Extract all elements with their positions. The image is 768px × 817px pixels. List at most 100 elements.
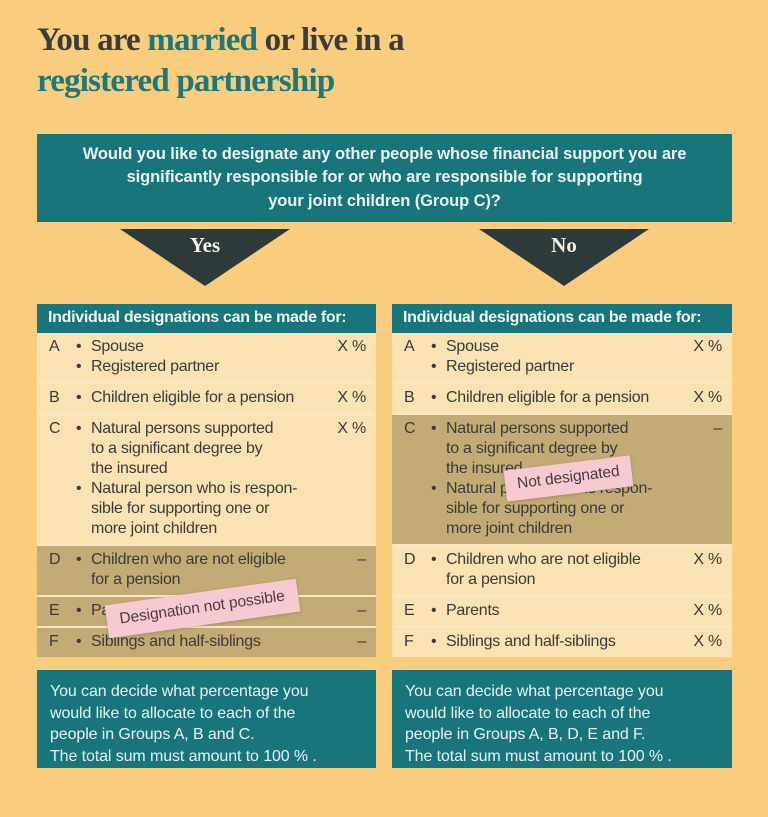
row-value: X % — [693, 633, 722, 650]
row-letter: D — [404, 551, 416, 568]
table-row: F • Siblings and half-siblings X % — [392, 626, 732, 657]
bullet-item: • Children eligible for a pension — [76, 388, 376, 408]
allocation-note-yes: You can decide what percentage you would… — [37, 670, 376, 768]
bullet-item: • Children eligible for a pension — [431, 388, 732, 408]
bullet-text: Natural person who is respon- sible for … — [91, 480, 298, 537]
bullet-item: • Natural persons supported to a signific… — [76, 419, 376, 479]
row-value: X % — [337, 420, 366, 437]
row-bullets: • Siblings and half-siblings — [76, 632, 376, 652]
row-value: – — [357, 602, 366, 619]
bullet-icon: • — [431, 602, 437, 619]
bullet-icon: • — [76, 602, 82, 619]
row-bullets: • Natural persons supported to a signific… — [76, 419, 376, 539]
no-arrow-label: No — [551, 233, 577, 257]
title-text-2: or live in a — [257, 22, 405, 58]
bullet-icon: • — [76, 389, 82, 406]
row-letter: B — [404, 389, 415, 406]
row-letter: A — [49, 338, 60, 355]
row-bullets: • Spouse • Registered partner — [431, 337, 732, 377]
table-row: D • Children who are not eligible for a p… — [37, 544, 376, 595]
row-bullets: • Siblings and half-siblings — [431, 632, 732, 652]
bullet-text: Siblings and half-siblings — [446, 633, 616, 650]
bullet-icon: • — [76, 551, 82, 568]
row-bullets: • Spouse • Registered partner — [76, 337, 376, 377]
bullet-icon: • — [76, 358, 82, 375]
row-bullets: • Parents — [431, 601, 732, 621]
row-bullets: • Children eligible for a pension — [431, 388, 732, 408]
bullet-text: Spouse — [91, 338, 144, 355]
table-row: B • Children eligible for a pension X % — [37, 382, 376, 413]
bullet-icon: • — [76, 338, 82, 355]
bullet-icon: • — [431, 389, 437, 406]
row-letter: F — [49, 633, 59, 650]
bullet-text: Registered partner — [91, 358, 220, 375]
yes-arrow-label: Yes — [189, 233, 221, 257]
bullet-item: • Natural person who is respon- sible for… — [76, 479, 376, 539]
row-value: X % — [693, 551, 722, 568]
row-bullets: • Natural persons supported to a signific… — [431, 419, 732, 539]
table-row: C • Natural persons supported to a signif… — [37, 413, 376, 544]
row-value: – — [357, 633, 366, 650]
row-letter: E — [404, 602, 415, 619]
bullet-icon: • — [431, 338, 437, 355]
bullet-item: • Parents — [431, 601, 732, 621]
row-letter: A — [404, 338, 415, 355]
designations-table-yes: Individual designations can be made for:… — [37, 304, 376, 657]
table-row: C • Natural persons supported to a signif… — [392, 413, 732, 544]
row-bullets: • Children who are not eligible for a pen… — [76, 550, 376, 590]
table-row: D • Children who are not eligible for a p… — [392, 544, 732, 595]
bullet-icon: • — [76, 480, 82, 497]
bullet-icon: • — [431, 633, 437, 650]
row-value: – — [357, 551, 366, 568]
bullet-icon: • — [76, 420, 82, 437]
no-arrow: No — [479, 229, 649, 286]
row-value: X % — [693, 338, 722, 355]
table-row: E • Parents X % — [392, 595, 732, 626]
bullet-icon: • — [431, 358, 437, 375]
row-value: X % — [337, 389, 366, 406]
table-header: Individual designations can be made for: — [37, 304, 376, 333]
bullet-text: Children eligible for a pension — [446, 389, 650, 406]
bullet-text: Children who are not eligible for a pens… — [446, 551, 641, 588]
title-text-1: You are — [37, 22, 148, 58]
bullet-text: Siblings and half-siblings — [91, 633, 261, 650]
table-body: A • Spouse • Registered partner X % B • Chil… — [37, 333, 376, 657]
yes-arrow: Yes — [120, 229, 290, 286]
page-title: You are married or live in a registered p… — [37, 20, 405, 103]
row-letter: D — [49, 551, 61, 568]
table-body: A • Spouse • Registered partner X % B • Chil… — [392, 333, 732, 657]
table-header: Individual designations can be made for: — [392, 304, 732, 333]
bullet-item: • Spouse — [431, 337, 732, 357]
row-value: X % — [693, 389, 722, 406]
table-row: B • Children eligible for a pension X % — [392, 382, 732, 413]
bullet-icon: • — [431, 551, 437, 568]
row-value: X % — [693, 602, 722, 619]
table-row: A • Spouse • Registered partner X % — [37, 333, 376, 382]
bullet-icon: • — [431, 420, 437, 437]
question-box: Would you like to designate any other pe… — [37, 134, 732, 222]
bullet-item: • Children who are not eligible for a pen… — [76, 550, 376, 590]
bullet-text: Children who are not eligible for a pens… — [91, 551, 286, 588]
table-row: F • Siblings and half-siblings – — [37, 626, 376, 657]
row-letter: B — [49, 389, 60, 406]
bullet-text: Parents — [446, 602, 500, 619]
bullet-icon: • — [431, 480, 437, 497]
bullet-item: • Siblings and half-siblings — [76, 632, 376, 652]
allocation-note-no: You can decide what percentage you would… — [392, 670, 732, 768]
row-letter: C — [404, 420, 416, 437]
bullet-icon: • — [76, 633, 82, 650]
designations-table-no: Individual designations can be made for:… — [392, 304, 732, 657]
bullet-item: • Registered partner — [76, 357, 376, 377]
title-highlight-partnership: registered partnership — [37, 63, 335, 100]
bullet-item: • Spouse — [76, 337, 376, 357]
row-letter: F — [404, 633, 414, 650]
table-row: A • Spouse • Registered partner X % — [392, 333, 732, 382]
bullet-item: • Children who are not eligible for a pen… — [431, 550, 732, 590]
row-bullets: • Children eligible for a pension — [76, 388, 376, 408]
bullet-text: Natural persons supported to a significa… — [91, 420, 274, 477]
bullet-item: • Registered partner — [431, 357, 732, 377]
bullet-item: • Siblings and half-siblings — [431, 632, 732, 652]
title-highlight-married: married — [147, 22, 258, 58]
row-letter: C — [49, 420, 61, 437]
